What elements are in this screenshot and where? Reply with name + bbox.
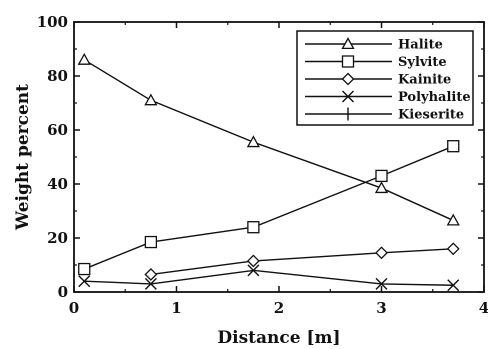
data-point-sylvite	[375, 169, 388, 183]
data-point-polyhalite	[247, 264, 260, 277]
data-point-sylvite	[144, 235, 158, 249]
legend-marker-kainite	[341, 72, 355, 86]
data-point-polyhalite	[375, 277, 388, 290]
legend-marker-polyhalite	[342, 90, 354, 103]
legend-marker-halite	[341, 37, 355, 50]
series-line-sylvite	[83, 145, 454, 270]
data-point-polyhalite	[447, 279, 460, 292]
x-tick-label: 3	[376, 299, 386, 317]
data-point-halite	[246, 135, 260, 148]
legend-label-sylvite: Sylvite	[398, 55, 447, 70]
y-tick-label: 80	[47, 67, 68, 85]
x-axis-label: Distance [m]	[217, 328, 340, 348]
data-point-polyhalite-stroke	[375, 277, 388, 290]
series-layer	[77, 52, 460, 292]
data-point-sylvite	[78, 262, 91, 276]
data-point-polyhalite	[144, 277, 157, 290]
legend-label-kieserite: Kieserite	[398, 108, 464, 123]
data-point-kainite	[375, 246, 388, 260]
legend-label-halite: Halite	[398, 38, 443, 53]
x-tick-label: 4	[479, 299, 488, 317]
data-point-kainite	[144, 268, 158, 281]
data-point-halite	[446, 213, 460, 226]
y-tick-label: 60	[47, 121, 68, 139]
data-point-sylvite	[447, 140, 460, 153]
x-tick-label: 0	[69, 299, 79, 317]
data-point-halite	[77, 52, 91, 65]
legend: Halite Sylvite Kainite Polyhalite Kieserite	[296, 30, 474, 126]
y-axis-label: Weight percent	[13, 84, 33, 231]
x-tick-label: 2	[274, 299, 284, 317]
legend-box	[296, 30, 474, 126]
data-point-polyhalite-stroke	[144, 277, 157, 290]
y-tick-label: 100	[37, 13, 68, 31]
y-tick-label: 0	[58, 283, 68, 301]
y-tick-label: 40	[47, 175, 68, 193]
legend-marker-sylvite	[341, 55, 355, 68]
legend-label-kainite: Kainite	[398, 73, 451, 88]
data-point-kainite	[446, 242, 460, 256]
series-line-kainite	[150, 248, 454, 276]
y-tick-label: 20	[47, 229, 68, 247]
data-point-sylvite	[247, 221, 260, 234]
series-line-polyhalite	[84, 269, 454, 286]
data-point-kainite	[246, 254, 260, 268]
data-point-polyhalite-stroke	[447, 279, 460, 292]
legend-marker-polyhalite-stroke	[342, 90, 354, 103]
data-point-polyhalite	[78, 275, 91, 288]
data-point-polyhalite-stroke	[247, 264, 260, 277]
data-point-halite	[374, 181, 389, 194]
data-point-polyhalite-stroke	[78, 275, 91, 288]
legend-label-polyhalite: Polyhalite	[398, 90, 471, 105]
data-point-halite	[144, 93, 158, 106]
x-tick-label: 1	[171, 299, 181, 317]
